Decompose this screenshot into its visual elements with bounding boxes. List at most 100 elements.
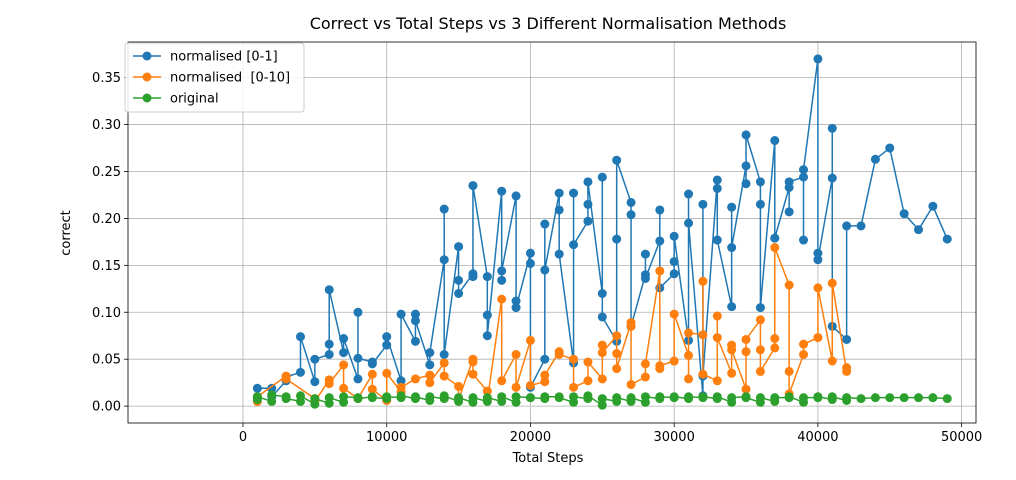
data-point — [310, 394, 320, 404]
data-point — [454, 242, 464, 252]
data-point — [799, 393, 809, 403]
data-point — [669, 392, 679, 402]
data-point — [799, 235, 809, 245]
data-point — [339, 348, 349, 358]
data-point — [813, 283, 823, 293]
data-point — [281, 394, 291, 404]
grid-lines — [128, 42, 976, 423]
data-point — [870, 393, 880, 403]
data-point — [655, 392, 665, 402]
data-point — [439, 371, 449, 381]
data-point — [741, 179, 751, 189]
data-point — [382, 332, 392, 342]
y-tick-label: 0.30 — [92, 118, 121, 133]
legend-marker — [142, 93, 152, 103]
data-point — [454, 289, 464, 298]
data-point — [684, 218, 694, 228]
data-point — [410, 374, 420, 384]
data-point — [597, 340, 607, 350]
data-point — [655, 361, 665, 371]
data-point — [540, 219, 550, 229]
data-point — [382, 392, 392, 402]
data-point — [784, 177, 794, 187]
data-point — [554, 393, 564, 403]
data-point — [382, 340, 392, 350]
data-point — [784, 207, 794, 217]
data-point — [583, 391, 593, 401]
data-point — [885, 143, 895, 153]
data-point — [914, 393, 924, 403]
data-point — [741, 384, 751, 394]
data-point — [511, 191, 521, 201]
data-point — [353, 374, 363, 384]
data-point — [597, 312, 607, 322]
data-point — [554, 249, 564, 259]
data-point — [755, 345, 765, 355]
data-point — [525, 393, 535, 403]
x-tick-label: 0 — [239, 430, 247, 445]
data-point — [799, 339, 809, 349]
data-point — [525, 335, 535, 345]
data-point — [367, 393, 377, 403]
data-point — [626, 380, 636, 390]
data-point — [482, 393, 492, 403]
data-point — [382, 368, 392, 378]
x-tick-label: 50000 — [941, 430, 982, 445]
y-tick-label: 0.05 — [92, 353, 121, 368]
data-point — [439, 204, 449, 214]
data-point — [468, 369, 478, 379]
data-point — [267, 390, 277, 400]
data-point — [511, 382, 521, 392]
data-point — [540, 370, 550, 380]
data-point — [439, 358, 449, 368]
data-point — [770, 334, 780, 344]
data-point — [784, 366, 794, 376]
data-point — [741, 347, 751, 357]
data-point — [813, 392, 823, 402]
data-point — [497, 266, 507, 276]
data-point — [339, 360, 349, 370]
data-point — [597, 172, 607, 182]
data-point — [612, 331, 622, 341]
data-point — [353, 394, 363, 404]
chart-title: Correct vs Total Steps vs 3 Different No… — [310, 14, 787, 33]
data-point — [597, 400, 607, 410]
data-point — [367, 369, 377, 379]
data-point — [698, 369, 708, 379]
data-point — [698, 199, 708, 209]
data-point — [583, 376, 593, 386]
data-point — [612, 234, 622, 244]
data-point — [727, 202, 737, 212]
series-2 — [252, 390, 952, 410]
data-point — [640, 372, 650, 382]
data-point — [454, 381, 464, 391]
data-point — [597, 289, 607, 298]
data-point — [612, 364, 622, 374]
data-point — [626, 210, 636, 220]
data-point — [684, 374, 694, 384]
data-point — [410, 336, 420, 346]
data-point — [425, 360, 435, 370]
data-point — [684, 350, 694, 360]
y-tick-label: 0.15 — [92, 259, 121, 274]
axes-frame — [127, 41, 977, 424]
data-point — [885, 393, 895, 403]
data-point — [439, 350, 449, 359]
data-point — [468, 181, 478, 191]
data-point — [425, 378, 435, 388]
data-point — [755, 366, 765, 376]
data-point — [842, 363, 852, 373]
x-tick-label: 40000 — [797, 430, 838, 445]
data-point — [770, 343, 780, 353]
data-point — [468, 393, 478, 403]
y-tick-label: 0.35 — [92, 71, 121, 86]
data-point — [396, 391, 406, 401]
legend-label: original — [170, 92, 219, 107]
data-point — [525, 380, 535, 390]
data-point — [827, 356, 837, 366]
data-point — [511, 303, 521, 313]
data-point — [741, 130, 751, 140]
data-point — [482, 272, 492, 282]
data-point — [669, 257, 679, 267]
data-point — [712, 311, 722, 321]
